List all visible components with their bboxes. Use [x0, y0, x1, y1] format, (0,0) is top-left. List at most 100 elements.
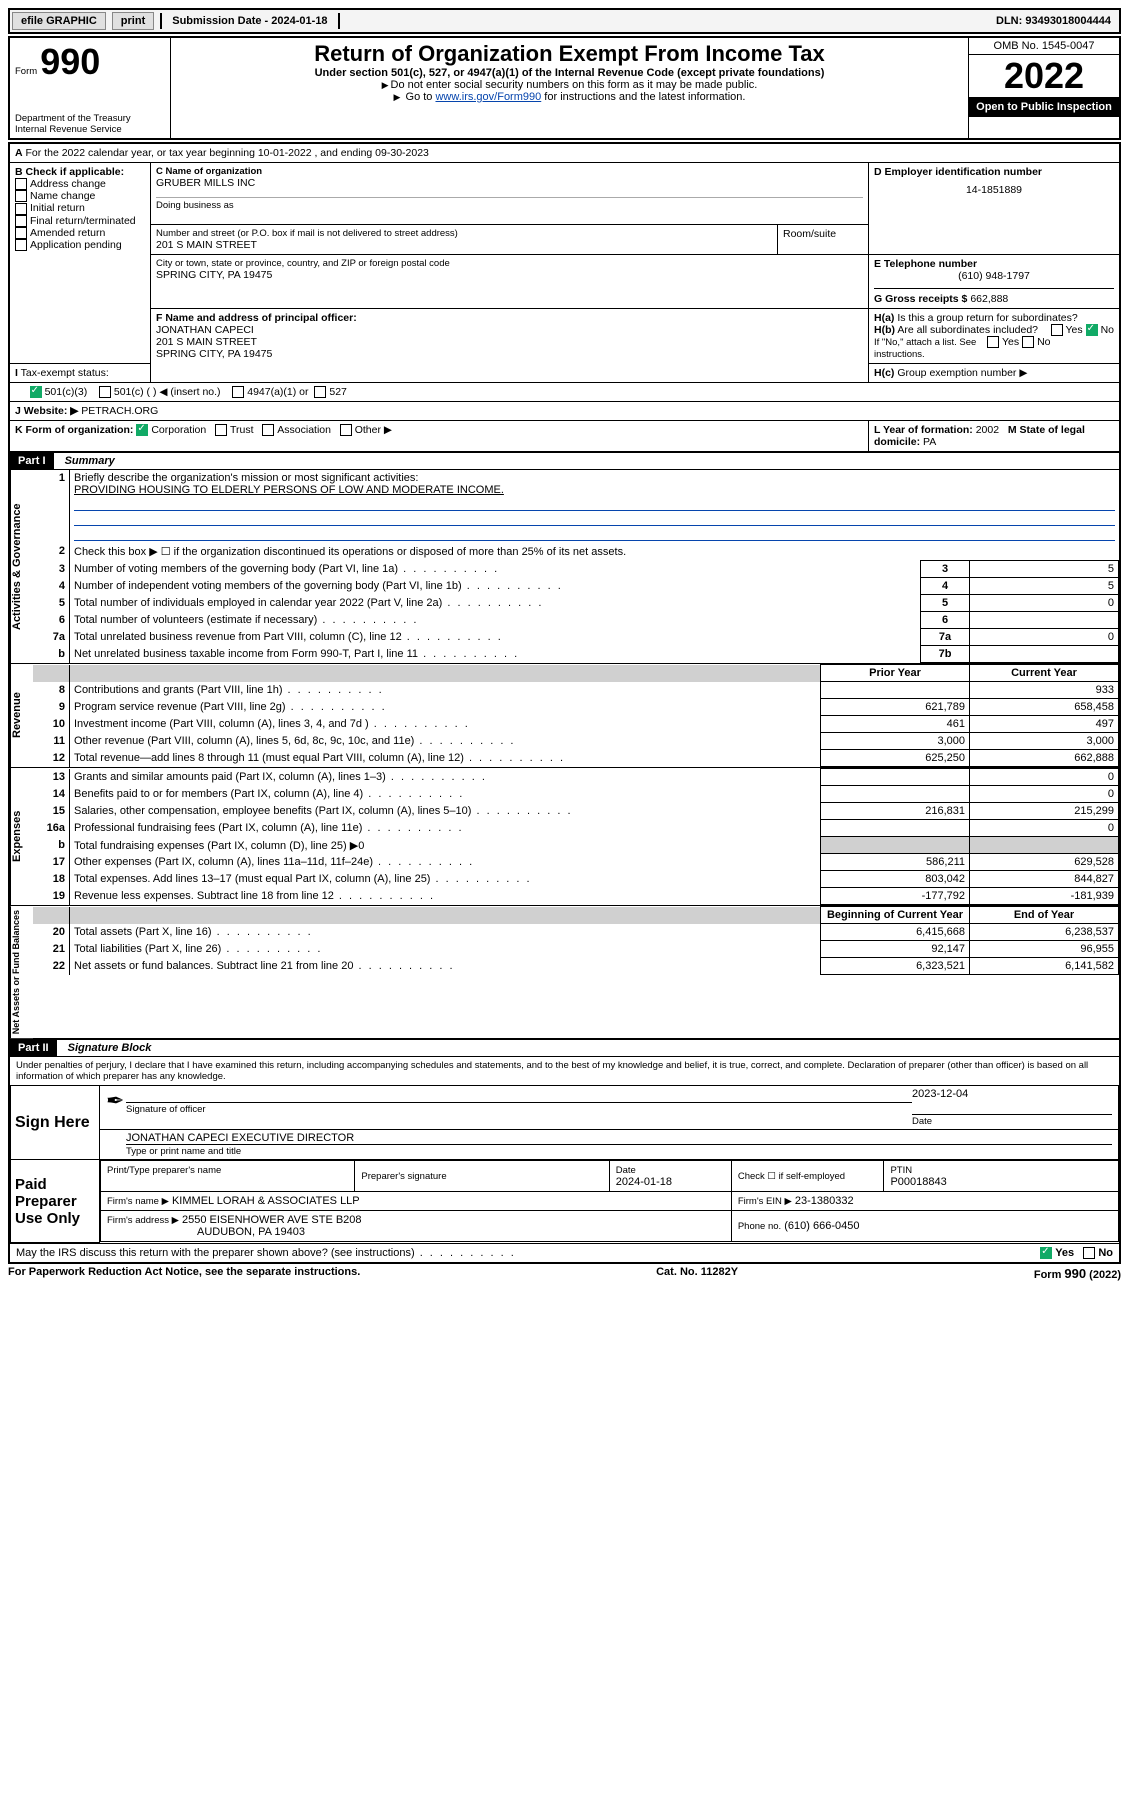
firm-address: 2550 EISENHOWER AVE STE B208 — [182, 1214, 362, 1226]
summary-row: 15Salaries, other compensation, employee… — [33, 803, 1119, 820]
end-hdr: End of Year — [970, 907, 1119, 924]
form-subtitle: Under section 501(c), 527, or 4947(a)(1)… — [176, 67, 963, 79]
line-7a: Total unrelated business revenue from Pa… — [74, 631, 402, 643]
officer-name-title: JONATHAN CAPECI EXECUTIVE DIRECTOR — [126, 1132, 1112, 1145]
val-5: 0 — [970, 595, 1119, 612]
form-number: 990 — [40, 41, 100, 82]
hb-no-checkbox[interactable] — [1022, 336, 1034, 348]
current-year-hdr: Current Year — [970, 665, 1119, 682]
officer-addr1: 201 S MAIN STREET — [156, 336, 257, 348]
self-employed-check: Check ☐ if self-employed — [731, 1161, 884, 1192]
arrow-icon — [382, 79, 391, 91]
val-7b — [970, 646, 1119, 663]
gross-receipts: 662,888 — [970, 293, 1008, 305]
501c-checkbox[interactable] — [99, 386, 111, 398]
b-option: Final return/terminated — [15, 215, 145, 227]
tax-year: 2022 — [969, 55, 1119, 97]
addr-label: Number and street (or P.O. box if mail i… — [156, 228, 772, 239]
g-label: G Gross receipts $ — [874, 293, 967, 305]
summary-row: 13Grants and similar amounts paid (Part … — [33, 769, 1119, 786]
city-label: City or town, state or province, country… — [156, 258, 863, 269]
efile-label: efile GRAPHIC — [12, 12, 106, 30]
h-note: If "No," attach a list. See instructions… — [874, 337, 976, 360]
netassets-label: Net Assets or Fund Balances — [10, 906, 33, 1038]
line-2: Check this box ▶ ☐ if the organization d… — [70, 543, 1119, 561]
part-ii-title: Signature Block — [60, 1042, 152, 1054]
summary-row: 14Benefits paid to or for members (Part … — [33, 786, 1119, 803]
irs-label: Internal Revenue Service — [15, 124, 165, 135]
open-inspection: Open to Public Inspection — [969, 97, 1119, 117]
irs-link[interactable]: www.irs.gov/Form990 — [435, 91, 541, 103]
firm-address-2: AUDUBON, PA 19403 — [197, 1226, 305, 1238]
c-label: C Name of organization — [156, 166, 863, 177]
f-label: F Name and address of principal officer: — [156, 312, 357, 324]
hb-yes-checkbox[interactable] — [987, 336, 999, 348]
hb-question: Are all subordinates included? — [897, 324, 1038, 336]
preparer-sig-label: Preparer's signature — [361, 1171, 446, 1182]
summary-row: 17Other expenses (Part IX, column (A), l… — [33, 854, 1119, 871]
print-button[interactable]: print — [112, 12, 154, 30]
discuss-yes-checkbox[interactable] — [1040, 1247, 1052, 1259]
ha-yes-checkbox[interactable] — [1051, 324, 1063, 336]
page-footer: For Paperwork Reduction Act Notice, see … — [8, 1264, 1121, 1281]
val-6 — [970, 612, 1119, 629]
val-4: 5 — [970, 578, 1119, 595]
b-option: Initial return — [15, 202, 145, 214]
part-ii: Part II Signature Block Under penalties … — [8, 1040, 1121, 1264]
firm-name: KIMMEL LORAH & ASSOCIATES LLP — [172, 1195, 360, 1207]
perjury-declaration: Under penalties of perjury, I declare th… — [10, 1057, 1119, 1085]
summary-row: bTotal fundraising expenses (Part IX, co… — [33, 837, 1119, 854]
omb-number: OMB No. 1545-0047 — [969, 38, 1119, 55]
summary-row: 19Revenue less expenses. Subtract line 1… — [33, 888, 1119, 905]
expenses-label: Expenses — [10, 768, 33, 905]
summary-row: 21Total liabilities (Part X, line 26)92,… — [33, 941, 1119, 958]
line-4: Number of independent voting members of … — [74, 580, 462, 592]
4947-checkbox[interactable] — [232, 386, 244, 398]
line-3: Number of voting members of the governin… — [74, 563, 398, 575]
k-label: K Form of organization: — [15, 424, 133, 436]
cat-number: Cat. No. 11282Y — [656, 1266, 738, 1281]
sig-officer-label: Signature of officer — [126, 1104, 206, 1115]
form-header: Form 990 Department of the Treasury Inte… — [8, 36, 1121, 140]
summary-row: 20Total assets (Part X, line 16)6,415,66… — [33, 924, 1119, 941]
year-formation: 2002 — [976, 424, 999, 436]
entity-info: A For the 2022 calendar year, or tax yea… — [8, 142, 1121, 453]
b-option: Address change — [15, 178, 145, 190]
dept-label: Department of the Treasury — [15, 113, 165, 124]
527-checkbox[interactable] — [314, 386, 326, 398]
hc-label: Group exemption number ▶ — [897, 367, 1027, 379]
form-title: Return of Organization Exempt From Incom… — [176, 41, 963, 67]
line-6: Total number of volunteers (estimate if … — [74, 614, 317, 626]
part-i-title: Summary — [57, 455, 115, 467]
preparer-date: 2024-01-18 — [616, 1176, 672, 1188]
b-label: B Check if applicable: — [15, 166, 145, 178]
org-name: GRUBER MILLS INC — [156, 177, 863, 189]
pen-icon: ✒ — [106, 1088, 126, 1127]
tax-year-line: For the 2022 calendar year, or tax year … — [26, 147, 429, 159]
governance-label: Activities & Governance — [10, 470, 33, 663]
i-label: Tax-exempt status: — [21, 367, 109, 379]
website: PETRACH.ORG — [81, 405, 158, 417]
firm-ein: 23-1380332 — [795, 1195, 854, 1207]
ha-question: Is this a group return for subordinates? — [897, 312, 1077, 324]
dba-label: Doing business as — [156, 197, 863, 211]
discuss-no-checkbox[interactable] — [1083, 1247, 1095, 1259]
domicile-state: PA — [923, 436, 936, 448]
d-label: D Employer identification number — [874, 166, 1114, 178]
sign-here-label: Sign Here — [11, 1086, 100, 1160]
officer-name: JONATHAN CAPECI — [156, 324, 254, 336]
summary-row: 11Other revenue (Part VIII, column (A), … — [33, 733, 1119, 750]
501c3-checkbox[interactable] — [30, 386, 42, 398]
summary-row: 9Program service revenue (Part VIII, lin… — [33, 699, 1119, 716]
dln: DLN: 93493018004444 — [996, 15, 1117, 27]
form-ref: Form 990 (2022) — [1034, 1266, 1121, 1281]
prior-year-hdr: Prior Year — [821, 665, 970, 682]
ha-no-checkbox[interactable] — [1086, 324, 1098, 336]
paid-preparer-label: Paid Preparer Use Only — [11, 1160, 100, 1243]
ein: 14-1851889 — [874, 178, 1114, 202]
submission-date: Submission Date - 2024-01-18 — [160, 13, 339, 29]
summary-row: 16aProfessional fundraising fees (Part I… — [33, 820, 1119, 837]
revenue-label: Revenue — [10, 664, 33, 767]
firm-phone: (610) 666-0450 — [784, 1220, 859, 1232]
mission-text: PROVIDING HOUSING TO ELDERLY PERSONS OF … — [74, 484, 504, 496]
